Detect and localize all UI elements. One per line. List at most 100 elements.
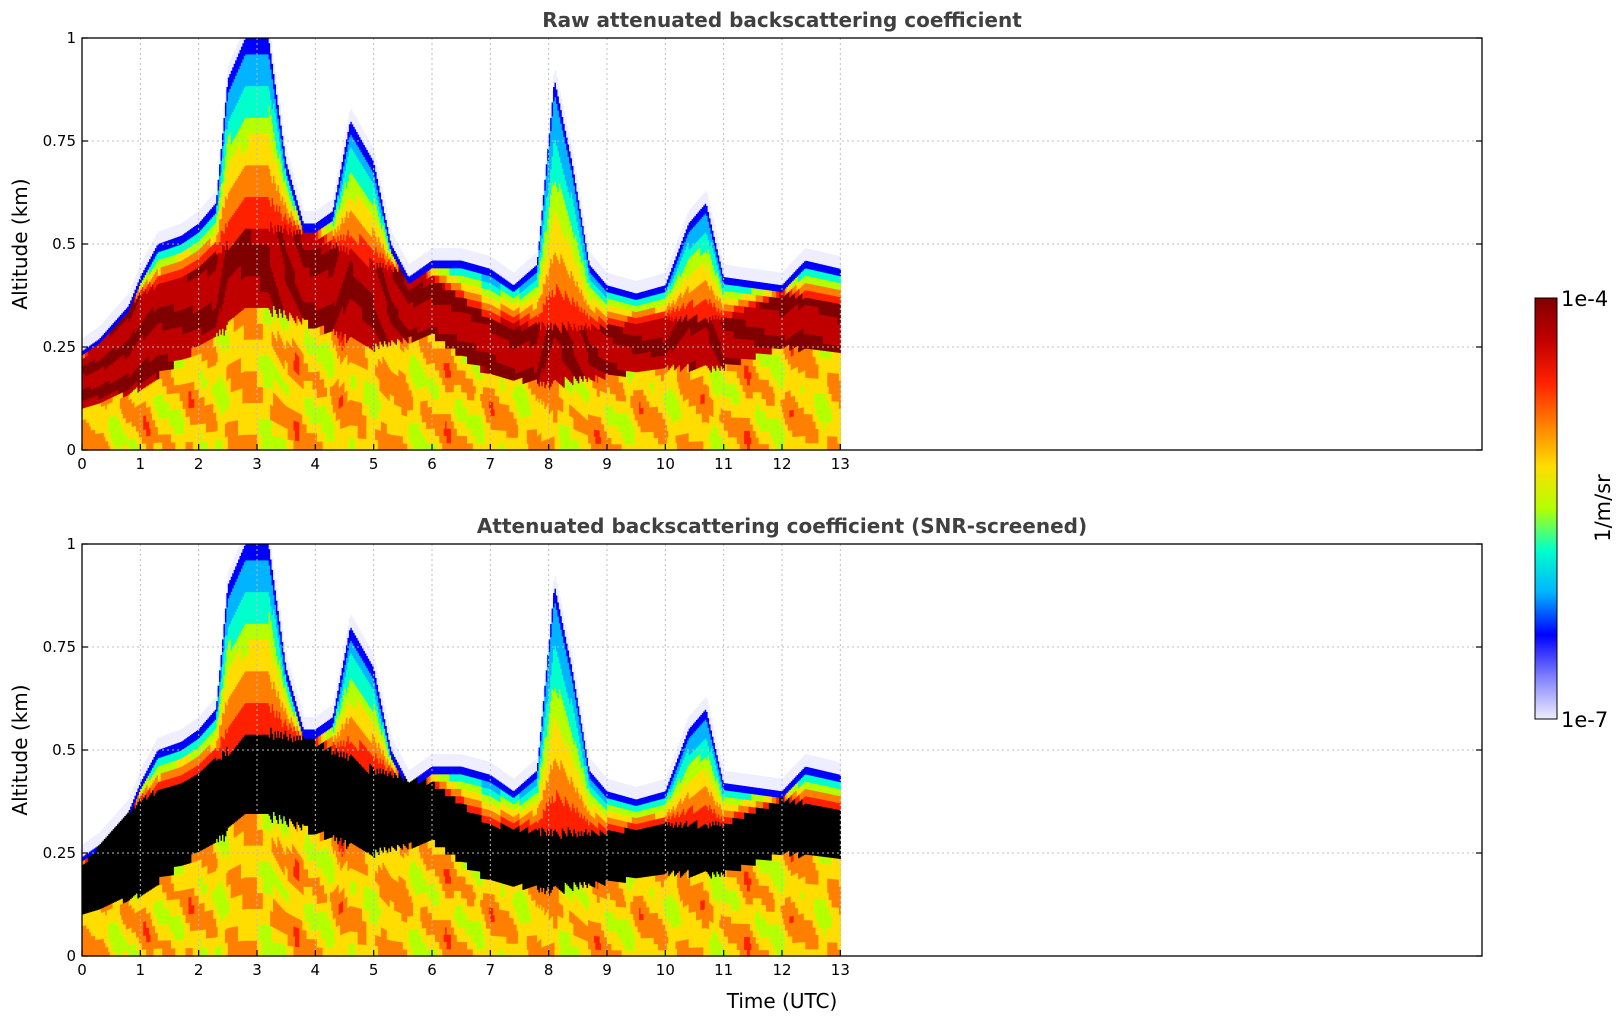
heatmap-cell [156, 434, 159, 443]
heatmap-cell [192, 415, 195, 425]
heatmap-cell [115, 319, 118, 326]
heatmap-cell [95, 416, 98, 422]
heatmap-cell [194, 381, 197, 391]
heatmap-cell [191, 228, 194, 238]
heatmap-cell [134, 314, 137, 322]
heatmap-cell [95, 391, 98, 397]
heatmap-cell [135, 405, 139, 413]
heatmap-cell [172, 384, 175, 394]
heatmap-cell [118, 403, 121, 410]
heatmap-column [166, 228, 169, 451]
heatmap-cell [137, 282, 140, 290]
heatmap-cell [170, 336, 174, 346]
heatmap-cell [82, 446, 85, 451]
heatmap-cell [108, 337, 111, 343]
heatmap-cell [125, 335, 128, 342]
heatmap-cell [92, 441, 95, 447]
heatmap-cell [130, 375, 133, 382]
heatmap-cell [100, 345, 104, 351]
heatmap-cell [172, 246, 175, 256]
heatmap-cell [160, 346, 163, 355]
heatmap-cell [82, 350, 85, 356]
heatmap-cell [103, 418, 106, 424]
heatmap-cell [109, 354, 112, 361]
heatmap-cell [156, 245, 159, 254]
heatmap-cell [135, 380, 139, 388]
heatmap-cell [95, 424, 98, 430]
heatmap-cell [112, 352, 115, 358]
heatmap-cell [100, 353, 104, 359]
heatmap-cell [163, 409, 166, 419]
heatmap-cell [178, 343, 181, 353]
heatmap-cell [143, 304, 146, 313]
heatmap-cell [84, 368, 87, 373]
heatmap-cell [102, 445, 105, 451]
heatmap-cell [159, 426, 162, 435]
heatmap-cell [181, 317, 184, 327]
heatmap-cell [184, 249, 187, 259]
heatmap-cell [95, 362, 98, 368]
heatmap-cell [117, 404, 120, 411]
heatmap-cell [163, 433, 166, 443]
heatmap-cell [188, 238, 191, 248]
heatmap-cell [187, 290, 190, 300]
heatmap-cell [140, 335, 143, 344]
heatmap-cell [198, 362, 201, 372]
heatmap-cell [84, 364, 87, 369]
heatmap-cell [191, 398, 194, 408]
heatmap-cell [149, 339, 152, 348]
heatmap-cell [156, 410, 159, 420]
heatmap-cell [105, 354, 108, 360]
heatmap-cell [169, 328, 172, 338]
heatmap-column [83, 337, 86, 451]
heatmap-cell [185, 341, 188, 351]
heatmap-cell [160, 258, 163, 268]
heatmap-cell [146, 350, 149, 358]
heatmap-cell [93, 350, 96, 356]
heatmap-cell [176, 245, 179, 255]
heatmap-cell [172, 393, 175, 402]
heatmap-cell [173, 319, 176, 329]
heatmap-cell [175, 253, 178, 263]
heatmap-cell [114, 331, 117, 337]
heatmap-cell [168, 248, 171, 257]
heatmap-cell [96, 433, 99, 438]
heatmap-cell [150, 293, 153, 302]
heatmap-cell [135, 367, 139, 375]
heatmap-cell [122, 423, 125, 430]
heatmap-cell [90, 405, 93, 410]
heatmap-cell [179, 293, 182, 303]
heatmap-cell [122, 343, 125, 350]
heatmap-cell [125, 390, 128, 397]
heatmap-cell [121, 418, 124, 425]
heatmap-cell [159, 230, 162, 244]
heatmap-cell [191, 270, 194, 280]
heatmap-cell [121, 371, 124, 377]
heatmap-cell [143, 408, 146, 416]
heatmap-cell [144, 358, 147, 367]
heatmap-cell [163, 345, 166, 355]
heatmap-cell [119, 413, 122, 420]
heatmap-cell [134, 382, 137, 389]
heatmap-cell [181, 268, 184, 278]
heatmap-cell [109, 397, 112, 404]
heatmap-cell [173, 352, 176, 361]
heatmap-cell [178, 244, 181, 254]
heatmap-cell [118, 408, 121, 415]
heatmap-cell [154, 341, 157, 350]
heatmap-cell [200, 282, 203, 292]
heatmap-cell [138, 364, 141, 372]
heatmap-cell [187, 218, 190, 232]
heatmap-cell [173, 295, 176, 304]
heatmap-cell [187, 391, 190, 401]
heatmap-cell [96, 407, 99, 413]
heatmap-cell [86, 347, 89, 353]
heatmap-cell [135, 298, 139, 306]
heatmap-cell [90, 385, 93, 390]
heatmap-cell [150, 375, 153, 384]
heatmap-cell [175, 409, 178, 418]
heatmap-cell [194, 320, 197, 330]
heatmap-cell [192, 214, 195, 228]
heatmap-cell [138, 436, 141, 445]
heatmap-cell [157, 283, 160, 292]
